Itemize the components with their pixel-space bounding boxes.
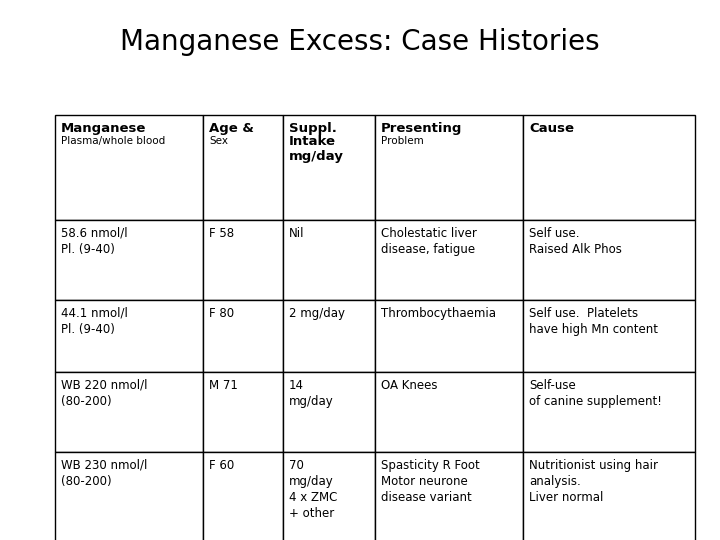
Text: Sex: Sex	[209, 136, 228, 146]
Text: 2 mg/day: 2 mg/day	[289, 307, 345, 320]
Text: Manganese Excess: Case Histories: Manganese Excess: Case Histories	[120, 28, 600, 56]
Text: 14
mg/day: 14 mg/day	[289, 379, 334, 408]
Bar	[203, 452, 283, 540]
Text: F 58: F 58	[209, 227, 234, 240]
Text: Plasma/whole blood: Plasma/whole blood	[61, 136, 166, 146]
Bar	[55, 372, 203, 452]
Bar	[523, 300, 695, 372]
Text: Thrombocythaemia: Thrombocythaemia	[381, 307, 496, 320]
Text: Nutritionist using hair
analysis.
Liver normal: Nutritionist using hair analysis. Liver …	[529, 459, 658, 504]
Bar	[523, 372, 695, 452]
Bar	[203, 372, 283, 452]
Bar	[203, 220, 283, 300]
Bar	[523, 452, 695, 540]
Bar	[523, 220, 695, 300]
Bar	[203, 115, 283, 220]
Text: Self-use
of canine supplement!: Self-use of canine supplement!	[529, 379, 662, 408]
Text: Self use.  Platelets
have high Mn content: Self use. Platelets have high Mn content	[529, 307, 658, 336]
Bar	[375, 115, 523, 220]
Text: Nil: Nil	[289, 227, 305, 240]
Text: WB 220 nmol/l
(80-200): WB 220 nmol/l (80-200)	[61, 379, 148, 408]
Text: 70
mg/day
4 x ZMC
+ other: 70 mg/day 4 x ZMC + other	[289, 459, 338, 520]
Bar	[375, 452, 523, 540]
Text: Spasticity R Foot
Motor neurone
disease variant: Spasticity R Foot Motor neurone disease …	[381, 459, 480, 504]
Bar	[283, 300, 375, 372]
Bar	[283, 372, 375, 452]
Text: Cholestatic liver
disease, fatigue: Cholestatic liver disease, fatigue	[381, 227, 477, 256]
Bar	[375, 300, 523, 372]
Bar	[55, 220, 203, 300]
Text: OA Knees: OA Knees	[381, 379, 438, 392]
Bar	[283, 220, 375, 300]
Bar	[283, 452, 375, 540]
Text: 44.1 nmol/l
Pl. (9-40): 44.1 nmol/l Pl. (9-40)	[61, 307, 128, 336]
Bar	[55, 452, 203, 540]
Text: Manganese: Manganese	[61, 122, 146, 135]
Bar	[375, 372, 523, 452]
Text: Suppl.: Suppl.	[289, 122, 337, 135]
Bar	[283, 115, 375, 220]
Bar	[523, 115, 695, 220]
Text: Intake
mg/day: Intake mg/day	[289, 135, 344, 163]
Bar	[55, 300, 203, 372]
Text: F 60: F 60	[209, 459, 234, 472]
Bar	[203, 300, 283, 372]
Bar	[375, 220, 523, 300]
Text: Age &: Age &	[209, 122, 254, 135]
Bar	[55, 115, 203, 220]
Text: M 71: M 71	[209, 379, 238, 392]
Text: Presenting: Presenting	[381, 122, 462, 135]
Text: Cause: Cause	[529, 122, 574, 135]
Text: Self use.
Raised Alk Phos: Self use. Raised Alk Phos	[529, 227, 622, 256]
Text: 58.6 nmol/l
Pl. (9-40): 58.6 nmol/l Pl. (9-40)	[61, 227, 127, 256]
Text: WB 230 nmol/l
(80-200): WB 230 nmol/l (80-200)	[61, 459, 148, 488]
Text: Problem: Problem	[381, 136, 424, 146]
Text: F 80: F 80	[209, 307, 234, 320]
